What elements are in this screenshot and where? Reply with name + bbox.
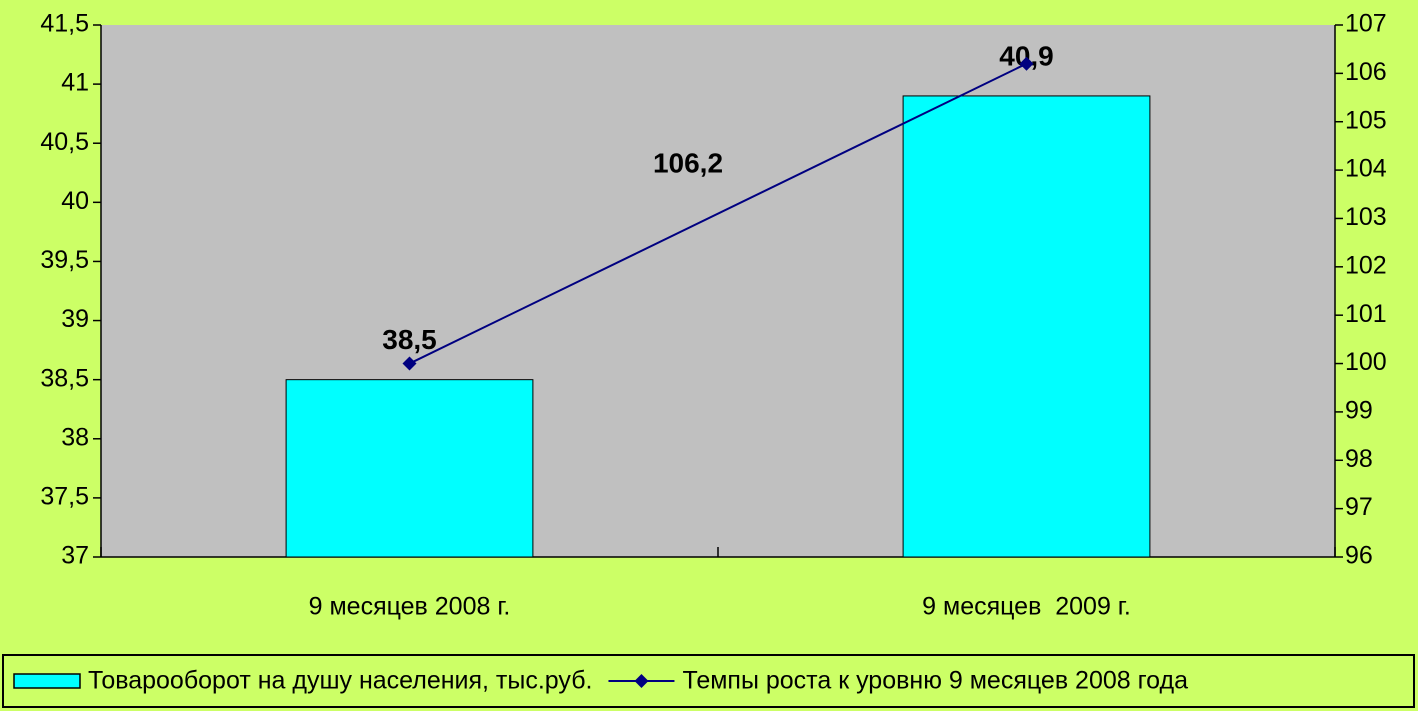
y-tick-label: 41 (61, 69, 89, 97)
y-tick-label: 38 (61, 423, 89, 451)
y2-tick-label: 105 (1345, 106, 1387, 134)
legend-marker (634, 674, 649, 688)
y2-tick-label: 102 (1345, 251, 1387, 279)
marker (402, 356, 417, 371)
x-tick-label: 9 месяцев 2009 г. (922, 593, 1131, 621)
y-tick-label: 40 (61, 187, 89, 215)
x-tick-label: 9 месяцев 2008 г. (309, 593, 511, 621)
y2-tick-label: 99 (1345, 397, 1373, 425)
line (409, 62, 1027, 365)
y2-tick-label: 96 (1345, 542, 1373, 570)
y-tick-label: 41,5 (40, 10, 89, 38)
bar (902, 95, 1151, 558)
marker (1019, 56, 1034, 71)
y-tick-label: 38,5 (40, 364, 89, 392)
y-tick-label: 39,5 (40, 246, 89, 274)
y2-tick-label: 107 (1345, 10, 1387, 38)
y2-tick-label: 103 (1345, 203, 1387, 231)
y-tick-label: 37 (61, 542, 89, 570)
y2-tick-label: 101 (1345, 300, 1387, 328)
legend (2, 654, 1415, 708)
legend-swatch (13, 673, 81, 689)
data-label: 38,5 (382, 324, 437, 355)
y-tick-label: 37,5 (40, 482, 89, 510)
y2-tick-label: 104 (1345, 155, 1387, 183)
legend-label: Темпы роста к уровню 9 месяцев 2008 года (682, 667, 1188, 695)
y2-tick-label: 98 (1345, 445, 1373, 473)
y2-tick-label: 106 (1345, 58, 1387, 86)
y-tick-label: 40,5 (40, 128, 89, 156)
bar (285, 379, 534, 558)
data-label: 106,2 (653, 147, 723, 178)
y-tick-label: 39 (61, 305, 89, 333)
legend-label: Товарооборот на душу населения, тыс.руб. (88, 667, 592, 695)
y2-tick-label: 100 (1345, 348, 1387, 376)
y2-tick-label: 97 (1345, 493, 1373, 521)
